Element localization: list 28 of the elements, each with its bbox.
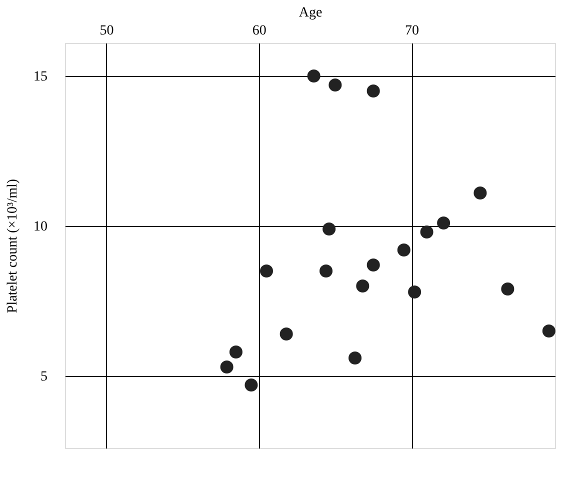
point bbox=[328, 78, 342, 92]
point bbox=[366, 84, 380, 98]
y-axis-title: Platelet count (×10³/ml) bbox=[6, 178, 20, 314]
x-tick-label: 50 bbox=[100, 24, 114, 38]
y-tick-label: 10 bbox=[34, 220, 48, 234]
point bbox=[260, 264, 274, 278]
point bbox=[322, 222, 336, 236]
x-tick-label: 70 bbox=[405, 24, 420, 38]
point bbox=[420, 225, 434, 239]
point bbox=[397, 243, 410, 257]
point bbox=[437, 216, 450, 230]
point bbox=[408, 285, 422, 299]
point bbox=[320, 264, 333, 278]
point bbox=[501, 282, 514, 296]
point bbox=[244, 378, 258, 392]
y-tick-label: 5 bbox=[40, 370, 48, 384]
point bbox=[307, 69, 320, 83]
point bbox=[348, 351, 362, 365]
point bbox=[280, 327, 293, 341]
x-tick-label: 60 bbox=[252, 24, 266, 38]
y-tick-label: 15 bbox=[34, 70, 48, 84]
point bbox=[366, 258, 380, 272]
point bbox=[542, 324, 556, 338]
x-axis-title: Age bbox=[298, 6, 322, 20]
point bbox=[474, 186, 487, 200]
point bbox=[229, 345, 242, 359]
point bbox=[356, 279, 370, 293]
point bbox=[220, 360, 234, 374]
